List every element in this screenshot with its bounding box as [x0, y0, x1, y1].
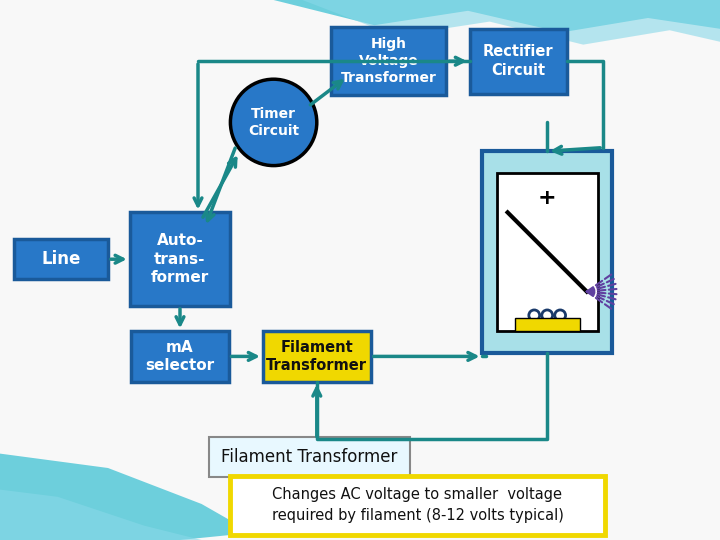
Text: Filament Transformer: Filament Transformer [222, 448, 397, 466]
Polygon shape [302, 0, 720, 45]
Text: Auto-
trans-
former: Auto- trans- former [151, 233, 209, 285]
FancyBboxPatch shape [14, 239, 108, 279]
FancyBboxPatch shape [130, 212, 230, 306]
FancyBboxPatch shape [132, 331, 229, 382]
FancyBboxPatch shape [497, 173, 598, 331]
FancyBboxPatch shape [470, 29, 567, 93]
Text: Changes AC voltage to smaller  voltage
required by filament (8-12 volts typical): Changes AC voltage to smaller voltage re… [271, 488, 564, 523]
Text: Line: Line [42, 250, 81, 268]
Text: Timer
Circuit: Timer Circuit [248, 107, 300, 138]
Text: mA
selector: mA selector [145, 340, 215, 373]
FancyBboxPatch shape [209, 437, 410, 477]
Polygon shape [274, 0, 720, 32]
Text: Rectifier
Circuit: Rectifier Circuit [483, 44, 554, 78]
FancyBboxPatch shape [515, 318, 580, 331]
FancyBboxPatch shape [230, 476, 605, 535]
FancyBboxPatch shape [331, 27, 446, 96]
FancyBboxPatch shape [482, 151, 612, 353]
Circle shape [230, 79, 317, 166]
Text: Filament
Transformer: Filament Transformer [266, 340, 367, 373]
Text: +: + [538, 188, 557, 208]
Polygon shape [0, 490, 202, 540]
FancyBboxPatch shape [263, 331, 371, 382]
Text: High
Voltage
Transformer: High Voltage Transformer [341, 37, 437, 85]
Polygon shape [0, 454, 252, 540]
